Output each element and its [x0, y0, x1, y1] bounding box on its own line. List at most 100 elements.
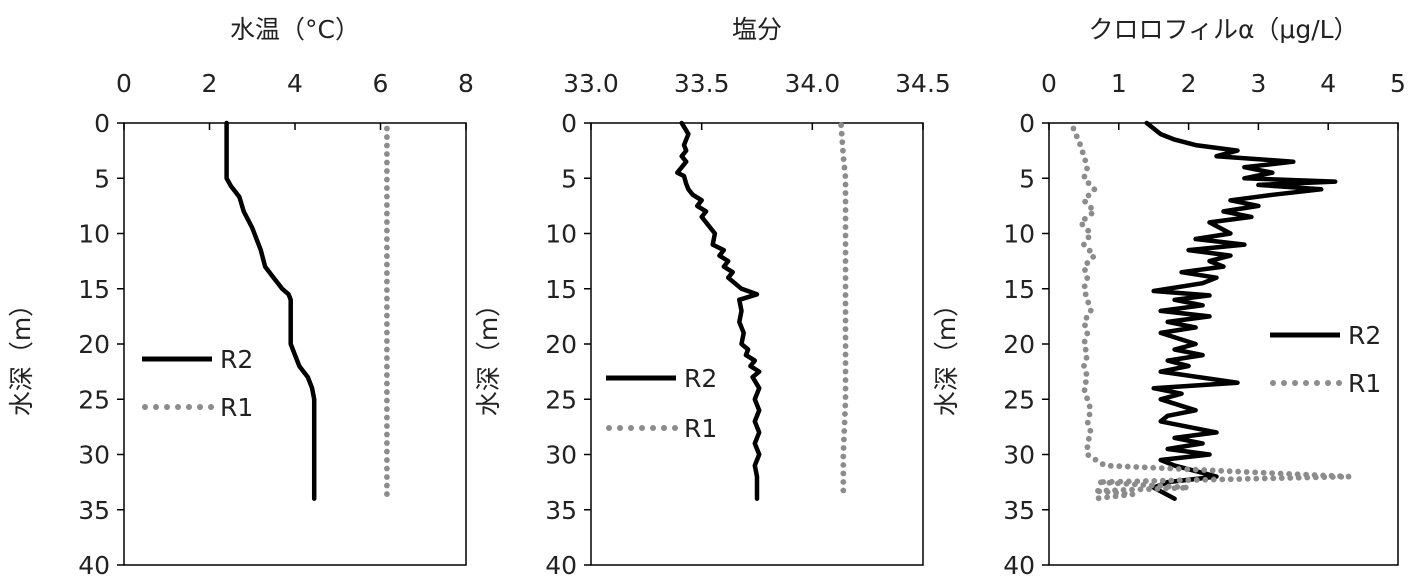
legend-r1-dot	[650, 425, 656, 431]
series-r1-point	[1114, 480, 1121, 487]
legend-r1-dot	[164, 404, 170, 410]
legend-r1-swatch	[606, 425, 678, 431]
series-r1-point	[384, 176, 390, 183]
series-r2-line-1	[224, 120, 317, 501]
series-r1-point	[1295, 474, 1302, 481]
series-r1-point	[384, 304, 390, 310]
series-r1-point	[842, 343, 849, 349]
series-r1-point	[1081, 241, 1087, 248]
series-r1-point	[1133, 464, 1140, 470]
series-r1-point	[1129, 491, 1136, 498]
series-r1-point	[384, 295, 390, 302]
series-r1-point	[1243, 469, 1250, 475]
series-r1-line-3	[1070, 125, 1352, 502]
series-r1-point	[1081, 387, 1088, 394]
series-r1-point	[1287, 474, 1294, 481]
series-r1-point	[384, 423, 390, 429]
x-tick-label: 2	[202, 69, 218, 98]
series-r1-point	[1192, 466, 1199, 473]
series-r1-point	[1085, 192, 1092, 199]
series-r1-point	[384, 227, 390, 234]
series-r1-point	[384, 457, 390, 463]
legend-r1-dot	[661, 425, 667, 431]
series-r1-point	[842, 385, 849, 392]
y-tick-label: 0	[94, 109, 110, 138]
series-r1-point	[1079, 221, 1086, 228]
y-axis-label-2: 水深（m）	[474, 292, 503, 416]
series-r1-point	[840, 487, 847, 494]
series-r1-point	[841, 428, 848, 434]
series-r1-point	[842, 334, 849, 341]
series-r1-point	[842, 326, 849, 332]
series-r1-point	[840, 470, 847, 477]
series-r1-point	[1081, 338, 1088, 345]
series-r1-point	[1123, 480, 1130, 487]
series-r1-point	[384, 261, 390, 268]
series-r1-point	[384, 346, 390, 353]
y-tick-label: 35	[545, 496, 577, 525]
legend-r1-dot	[1325, 380, 1331, 386]
y-tick-label: 35	[1003, 496, 1035, 525]
series-r1-point	[841, 419, 848, 426]
series-r1-point	[1159, 477, 1166, 484]
legend-r1-swatch	[1270, 380, 1342, 386]
series-r1-point	[840, 147, 846, 154]
series-r1-point	[384, 168, 390, 174]
series-r1-point	[1312, 474, 1319, 481]
series-r1-point	[384, 431, 390, 438]
series-r1-point	[1088, 210, 1095, 217]
x-tick-label: 8	[458, 69, 474, 98]
y-tick-label: 20	[545, 330, 577, 359]
series-r1-point	[384, 448, 390, 455]
legend-r1-dot	[606, 425, 612, 431]
series-r1-point	[1167, 465, 1174, 472]
series-r1-point	[842, 351, 849, 358]
series-r1-point	[1098, 479, 1104, 486]
series-r1-point	[1141, 464, 1148, 471]
series-r2-line-3	[1144, 120, 1338, 501]
series-r1-point	[839, 139, 846, 146]
series-r1-point	[1151, 477, 1158, 484]
series-r2-line-2	[675, 120, 762, 501]
x-tick-label: 3	[1250, 69, 1266, 98]
series-r1-point	[842, 232, 849, 239]
series-r1-point	[1088, 204, 1094, 211]
x-tick-label: 33.0	[563, 69, 619, 98]
series-r1-point	[1345, 473, 1352, 480]
series-r1-point	[384, 270, 390, 276]
series-r1-point	[842, 309, 849, 315]
series-r1-point	[838, 122, 845, 129]
series-r1-point	[1086, 403, 1093, 410]
series-r1-point	[384, 414, 390, 421]
series-r1-point	[384, 329, 390, 336]
series-r1-point	[1202, 476, 1209, 483]
series-r1-point	[1090, 253, 1097, 260]
series-r1-point	[1201, 467, 1208, 473]
chart-title-3: クロロフィルα（μg/L）	[1088, 15, 1358, 44]
x-tick-label: 34.5	[895, 69, 951, 98]
series-r1-point	[1082, 346, 1089, 353]
series-r1-point	[1084, 330, 1091, 337]
series-r1-point	[842, 368, 849, 375]
y-tick-label: 0	[561, 109, 577, 138]
series-r1-point	[1261, 475, 1268, 482]
y-tick-label: 10	[1003, 220, 1035, 249]
series-r1-point	[1083, 314, 1090, 321]
series-r1-point	[1235, 468, 1242, 475]
series-r1-point	[1085, 180, 1092, 187]
series-r1-point	[1131, 481, 1138, 488]
series-r1-point	[1085, 299, 1092, 306]
x-tick-label: 1	[1111, 69, 1127, 98]
series-r1-point	[1277, 470, 1284, 477]
series-r1-point	[1083, 354, 1090, 361]
series-r1-point	[1184, 466, 1191, 473]
legend-r1-label: R1	[684, 414, 717, 443]
y-tick-label: 40	[1003, 551, 1035, 578]
y-axis-label-3: 水深（m）	[932, 292, 961, 416]
legend-r1-dot	[1336, 380, 1342, 386]
legend-r2-label: R2	[220, 345, 253, 374]
series-r1-point	[842, 266, 849, 273]
series-r1-point	[842, 207, 849, 213]
legend-r1-dot	[142, 404, 148, 410]
series-r1-point	[384, 474, 390, 480]
